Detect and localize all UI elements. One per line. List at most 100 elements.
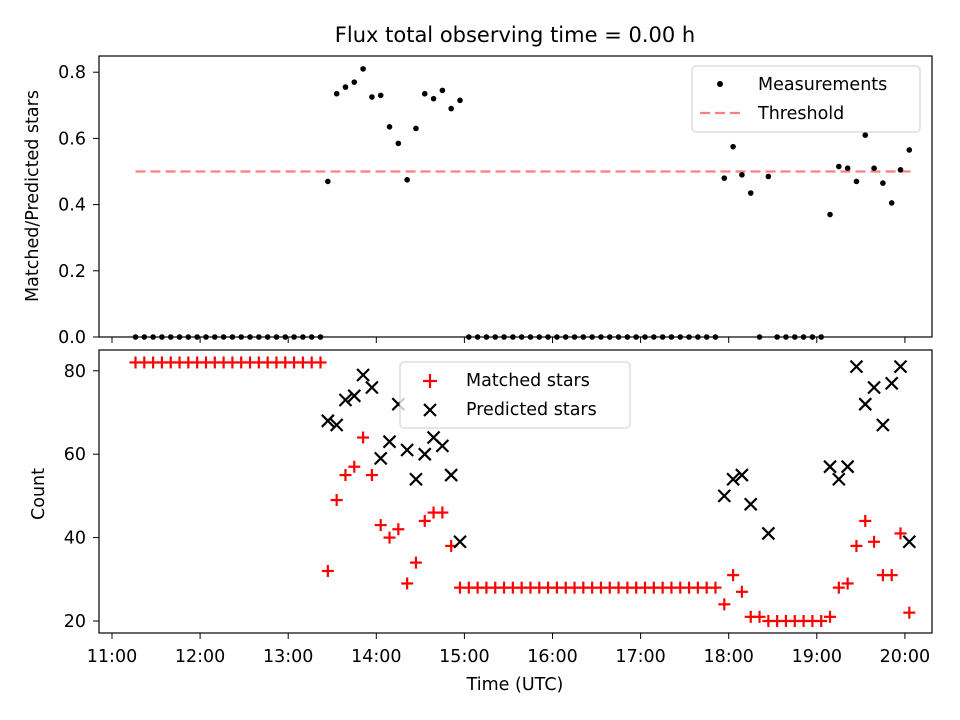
- measurement-point: [457, 97, 463, 104]
- measurement-point: [880, 180, 886, 186]
- top-legend: Measurements Threshold: [691, 65, 921, 133]
- measurement-point: [888, 200, 895, 206]
- matched-star-point: [436, 506, 449, 519]
- x-tick-label: 16:00: [527, 647, 577, 667]
- matched-star-point: [330, 494, 343, 507]
- matched-star-point: [894, 527, 907, 540]
- matched-star-point: [374, 519, 387, 532]
- predicted-star-point: [726, 472, 740, 486]
- top-axis-layer: 0.0 0.2 0.4 0.6 0.8: [58, 63, 906, 348]
- measurement-point: [377, 92, 384, 99]
- predicted-star-point: [902, 534, 917, 549]
- predicted-star-point: [400, 443, 414, 457]
- predicted-star-point: [858, 397, 873, 411]
- legend-measurements-marker: [717, 81, 723, 87]
- predicted-star-point: [884, 376, 899, 391]
- matched-star-point: [815, 615, 828, 627]
- measurement-point: [333, 90, 340, 97]
- measurement-point: [351, 79, 358, 85]
- bottom-axis-layer: 20 40 60 80 11:00 12:00 13:00 14:00 15:00 16:00 17…: [64, 362, 930, 667]
- matched-star-point: [832, 581, 845, 594]
- matched-star-point: [824, 610, 837, 623]
- bottom-y-tick-label: 20: [64, 612, 86, 632]
- matched-star-point: [735, 585, 748, 598]
- predicted-star-point: [876, 418, 890, 432]
- matched-star-point: [392, 523, 405, 536]
- x-axis-label: Time (UTC): [466, 675, 564, 695]
- top-y-tick-label: 0.2: [58, 262, 86, 282]
- top-panel: Flux total observing time = 0.00 h 0.0 0.…: [23, 23, 933, 348]
- matched-star-point: [339, 469, 352, 482]
- measurement-point: [730, 143, 736, 150]
- measurement-point: [871, 165, 877, 171]
- predicted-star-point: [417, 447, 432, 461]
- bottom-y-tick-label: 80: [64, 362, 86, 382]
- top-plot-frame: [98, 55, 933, 338]
- x-tick-label: 19:00: [792, 647, 842, 667]
- measurement-point: [739, 172, 745, 178]
- matched-star-point: [418, 514, 431, 527]
- x-tick-label: 13:00: [263, 647, 313, 667]
- x-tick-label: 20:00: [880, 647, 930, 667]
- predicted-star-point: [893, 359, 908, 374]
- predicted-star-point: [321, 414, 335, 428]
- bottom-y-axis-label: Count: [29, 468, 49, 520]
- measurement-point: [439, 87, 446, 94]
- predicted-star-point: [373, 451, 388, 466]
- predicted-star-point: [409, 472, 423, 486]
- measurement-point: [747, 190, 754, 196]
- measurement-point: [325, 178, 331, 185]
- measurement-point: [404, 176, 410, 183]
- predicted-star-point: [338, 393, 353, 407]
- matched-star-point: [365, 469, 378, 482]
- measurement-point: [342, 84, 349, 90]
- matched-star-point: [709, 581, 722, 594]
- matched-stars-series: [129, 356, 916, 627]
- bottom-plot-frame: [98, 349, 933, 634]
- bottom-y-tick-label: 40: [64, 529, 86, 549]
- bottom-panel: 20 40 60 80 11:00 12:00 13:00 14:00 15:00 16:00 17…: [29, 349, 933, 695]
- matched-star-point: [718, 598, 731, 611]
- top-panel-title: Flux total observing time = 0.00 h: [335, 23, 695, 47]
- measurement-point: [853, 178, 860, 185]
- matched-star-point: [357, 431, 370, 444]
- legend-predicted-marker: [423, 403, 437, 417]
- measurement-point: [765, 173, 772, 180]
- measurement-point: [906, 147, 913, 153]
- x-tick-label: 14:00: [351, 647, 401, 667]
- measurement-point: [448, 105, 454, 112]
- legend-measurements-label: Measurements: [758, 75, 887, 95]
- bottom-legend: Matched stars Predicted stars: [399, 361, 631, 429]
- top-y-axis-label: Matched/Predicted stars: [23, 90, 43, 302]
- predicted-star-point: [435, 439, 450, 453]
- matched-star-point: [903, 606, 916, 619]
- matched-star-point: [850, 539, 863, 552]
- predicted-star-point: [743, 497, 758, 512]
- predicted-star-point: [347, 389, 362, 403]
- predicted-star-point: [717, 489, 732, 503]
- matched-star-point: [859, 514, 872, 527]
- predicted-star-point: [840, 459, 855, 474]
- legend-threshold-label: Threshold: [757, 104, 844, 124]
- top-y-tick-label: 0.4: [58, 196, 86, 216]
- predicted-star-point: [365, 380, 379, 395]
- predicted-star-point: [329, 418, 344, 432]
- x-tick-label: 11:00: [87, 647, 137, 667]
- measurement-point: [430, 95, 437, 102]
- matched-star-point: [727, 569, 740, 582]
- measurement-point: [395, 140, 402, 147]
- top-y-tick-label: 0.8: [58, 63, 86, 83]
- predicted-star-point: [823, 459, 837, 474]
- x-tick-label: 12:00: [175, 647, 225, 667]
- matched-star-point: [868, 535, 881, 548]
- legend-matched-label: Matched stars: [466, 371, 590, 391]
- top-y-tick-label: 0.0: [58, 328, 86, 348]
- measurement-point: [844, 165, 851, 171]
- measurement-point: [369, 94, 375, 100]
- measurement-point: [421, 90, 428, 97]
- matched-star-point: [841, 577, 854, 590]
- measurement-point: [413, 125, 419, 132]
- matched-star-point: [885, 569, 898, 582]
- measurement-point: [360, 66, 366, 72]
